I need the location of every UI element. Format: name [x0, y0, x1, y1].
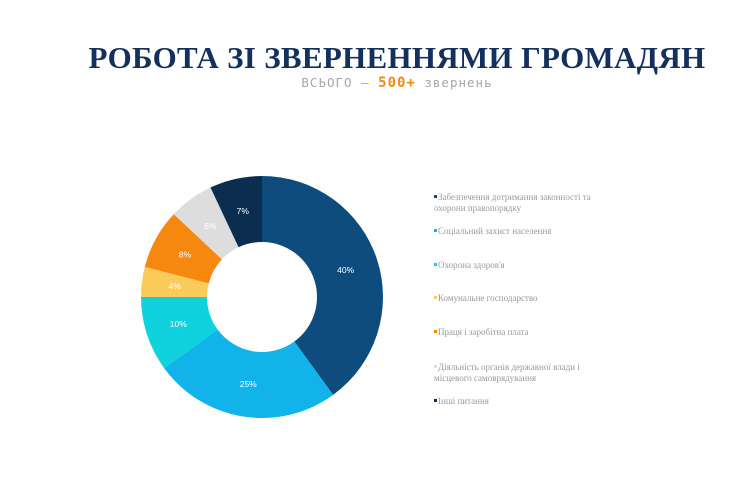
legend-swatch-social — [434, 229, 437, 232]
page-subtitle: ВСЬОГО – 500+ звернень — [0, 75, 750, 91]
legend-label-utilities: Комунальне господарство — [438, 293, 538, 303]
legend-label-labor: Праця і заробітна плата — [438, 327, 529, 337]
legend-label-other: Інші питання — [438, 396, 489, 406]
legend-item-utilities: Комунальне господарство — [434, 293, 614, 304]
legend-swatch-law — [434, 195, 437, 198]
legend-swatch-health — [434, 263, 437, 266]
page-title: РОБОТА ЗІ ЗВЕРНЕННЯМИ ГРОМАДЯН — [88, 40, 706, 75]
slice-label-government: 6% — [204, 221, 217, 231]
legend-swatch-utilities — [434, 296, 437, 299]
slice-health — [141, 297, 218, 369]
legend-item-government: Діяльність органів державної влади і міс… — [434, 362, 614, 384]
legend-label-government: Діяльність органів державної влади і міс… — [434, 362, 580, 383]
slice-labor — [144, 214, 222, 284]
slice-utilities — [141, 266, 209, 297]
slice-label-law: 40% — [337, 265, 354, 275]
subtitle-prefix: ВСЬОГО – — [301, 75, 379, 90]
legend-label-social: Соціальний захист населення — [438, 226, 552, 236]
slice-label-utilities: 4% — [169, 281, 182, 291]
slice-government — [173, 187, 239, 260]
legend-swatch-labor — [434, 330, 437, 333]
subtitle-suffix: звернень — [415, 75, 493, 90]
legend-item-social: Соціальний захист населення — [434, 226, 614, 237]
legend-label-law: Забезпечення дотримання законності та ох… — [434, 192, 591, 213]
slice-social — [164, 329, 334, 418]
legend-item-other: Інші питання — [434, 396, 614, 407]
slice-label-social: 25% — [240, 379, 257, 389]
legend-item-labor: Праця і заробітна плата — [434, 327, 614, 338]
slice-law — [262, 176, 383, 395]
legend-label-health: Охорона здоров'я — [438, 260, 505, 270]
legend-item-law: Забезпечення дотримання законності та ох… — [434, 192, 614, 214]
slice-label-health: 10% — [170, 319, 187, 329]
subtitle-total: 500+ — [378, 75, 416, 91]
slice-other — [210, 176, 262, 248]
slice-label-other: 7% — [237, 206, 250, 216]
legend-swatch-government — [434, 365, 437, 368]
legend-item-health: Охорона здоров'я — [434, 260, 614, 271]
slice-label-labor: 8% — [179, 250, 192, 260]
legend-swatch-other — [434, 399, 437, 402]
